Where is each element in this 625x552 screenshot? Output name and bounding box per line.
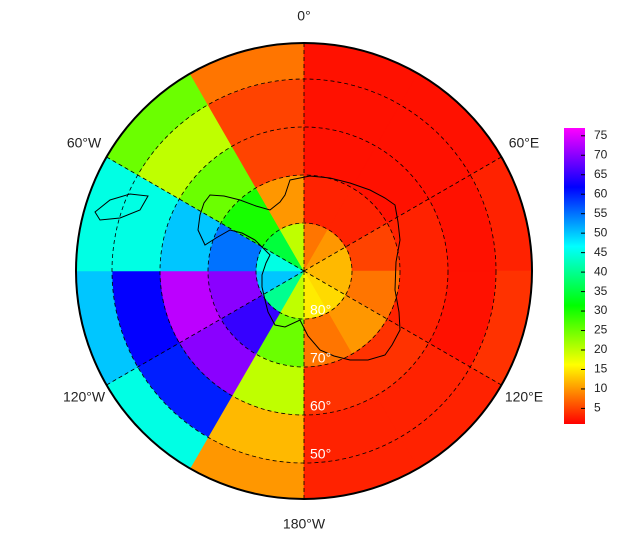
- lon-label: 120°E: [505, 389, 543, 405]
- map-border: [75, 42, 533, 500]
- colorbar-tick-label: 20: [594, 342, 608, 356]
- lon-label: 0°: [297, 8, 310, 24]
- lon-label: 180°W: [283, 516, 326, 532]
- colorbar-tick-label: 45: [594, 245, 608, 259]
- graticule: [106, 43, 502, 499]
- colorbar-tick-label: 10: [594, 381, 608, 395]
- lat-grid-line: [207, 174, 401, 368]
- lat-label: 50°: [310, 446, 331, 462]
- lon-grid-line: [303, 156, 502, 272]
- lon-grid-line: [106, 156, 305, 272]
- lat-grid-line: [255, 222, 353, 320]
- colorbar-tick-label: 55: [594, 206, 608, 220]
- colorbar: [564, 128, 585, 424]
- colorbar-tick-label: 30: [594, 303, 608, 317]
- lat-label: 70°: [310, 350, 331, 366]
- colorbar-tick-label: 70: [594, 147, 608, 161]
- colorbar-tick-label: 65: [594, 167, 608, 181]
- field: [75, 42, 533, 500]
- colorbar-tick-label: 35: [594, 284, 608, 298]
- lat-label: 80°: [310, 302, 331, 318]
- colorbar-tick-label: 25: [594, 323, 608, 337]
- lat-label: 60°: [310, 398, 331, 414]
- coastline: [94, 175, 401, 361]
- colorbar-tick-label: 40: [594, 264, 608, 278]
- colorbar-tick-label: 60: [594, 186, 608, 200]
- colorbar-tick-label: 50: [594, 225, 608, 239]
- lon-grid-line: [106, 270, 305, 386]
- colorbar-tick-label: 5: [594, 401, 601, 415]
- lon-label: 60°W: [67, 135, 102, 151]
- colorbar-tick-label: 75: [594, 128, 608, 142]
- lon-label: 120°W: [63, 389, 106, 405]
- lon-label: 60°E: [509, 135, 540, 151]
- colorbar-tick-label: 15: [594, 362, 608, 376]
- lon-grid-line: [303, 270, 502, 386]
